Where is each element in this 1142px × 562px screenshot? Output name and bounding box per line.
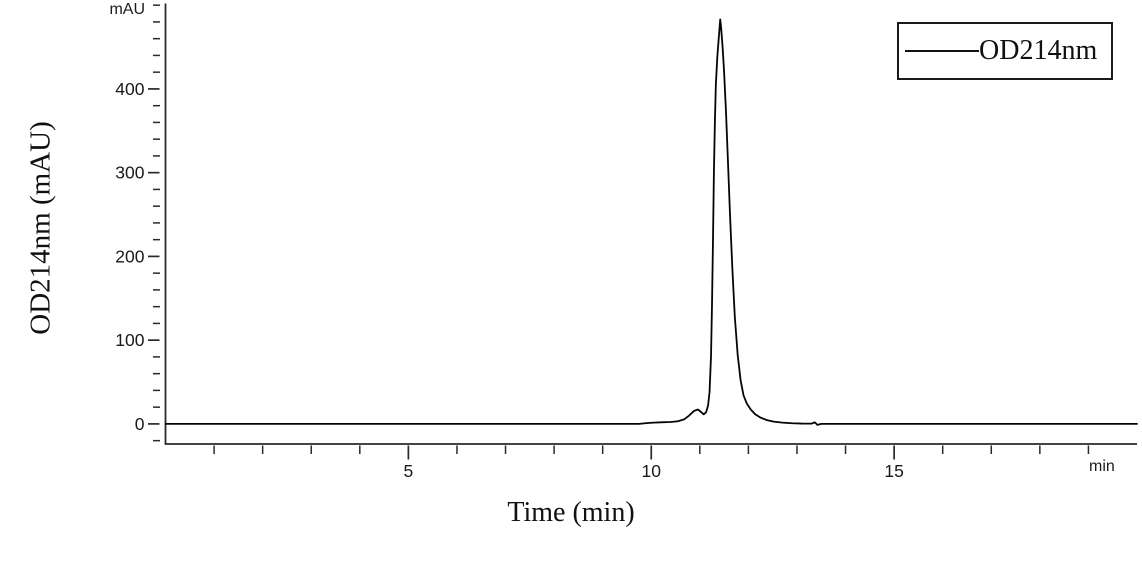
y-axis-unit-label: mAU: [109, 1, 145, 18]
y-tick-label: 200: [115, 246, 144, 266]
x-axis-title: Time (min): [507, 497, 635, 528]
y-tick-label: 0: [135, 414, 145, 434]
x-tick-label: 10: [642, 461, 662, 481]
legend-line-swatch: [905, 50, 979, 52]
x-tick-label: 5: [404, 461, 414, 481]
legend-box: OD214nm: [897, 22, 1113, 80]
chromatogram-trace: [164, 18, 1138, 426]
y-tick-label: 400: [115, 79, 144, 99]
y-tick-label: 300: [115, 163, 144, 183]
y-tick-label: 100: [115, 330, 144, 350]
axis-frame: [164, 3, 1137, 445]
x-tick-label: 15: [884, 461, 903, 481]
y-axis-title: OD214nm (mAU): [24, 121, 57, 335]
legend-series-label: OD214nm: [979, 35, 1098, 66]
x-axis-unit-label: min: [1089, 458, 1115, 475]
